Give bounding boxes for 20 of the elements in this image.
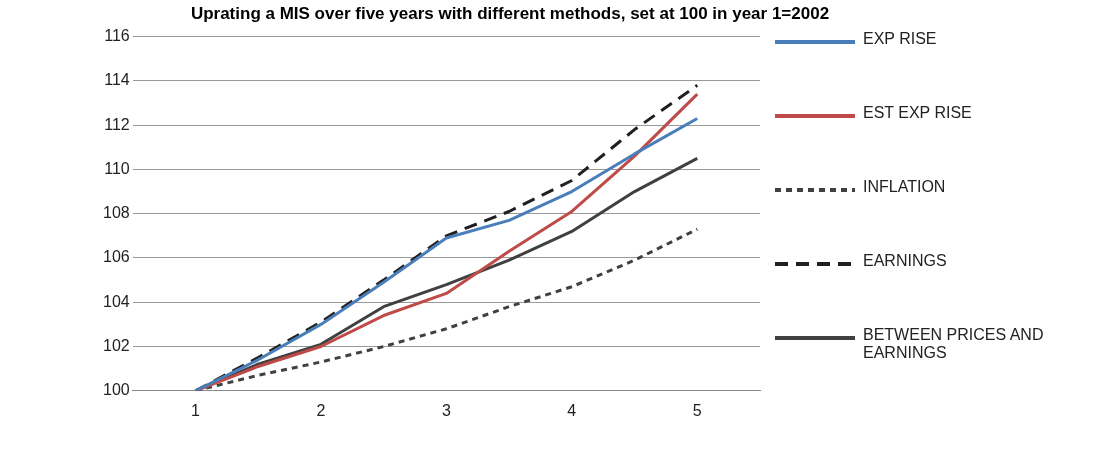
y-tick-label: 116 (104, 27, 130, 45)
y-tick-label: 112 (104, 115, 130, 133)
y-tick-label: 110 (104, 159, 130, 177)
legend-label: EST EXP RISE (863, 104, 972, 122)
x-tick-label: 4 (567, 401, 577, 419)
x-tick-label: 5 (692, 401, 702, 419)
x-tick-label: 3 (441, 401, 451, 419)
y-tick-label: 102 (102, 336, 130, 354)
y-tick-label: 100 (102, 381, 130, 399)
legend-label: EXP RISE (863, 30, 937, 48)
x-tick-label: 2 (316, 401, 326, 419)
legend-label: BETWEEN PRICES AND EARNINGS (863, 326, 1045, 362)
y-tick-label: 106 (102, 248, 130, 266)
legend-label: INFLATION (863, 178, 946, 196)
chart-title: Uprating a MIS over five years with different methods, set at 100 in year 1=2002 (189, 4, 831, 24)
legend-label: EARNINGS (863, 252, 947, 270)
y-tick-label: 104 (102, 292, 130, 310)
y-tick-label: 108 (102, 204, 130, 222)
x-tick-label: 1 (190, 401, 200, 419)
y-tick-label: 114 (104, 71, 130, 89)
